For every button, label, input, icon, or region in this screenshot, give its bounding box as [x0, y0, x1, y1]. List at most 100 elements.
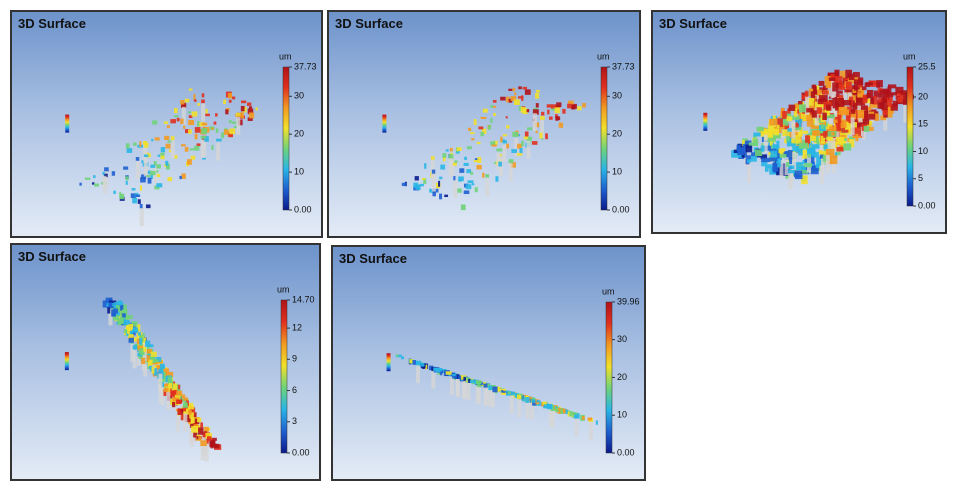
surface-wall	[190, 428, 195, 447]
surface-patch	[535, 103, 539, 108]
surface-patch	[752, 138, 759, 146]
surface-patch	[797, 100, 803, 105]
surface-patch	[454, 160, 458, 163]
surface-patch	[445, 371, 452, 375]
surface-patch	[493, 113, 496, 116]
surface-patch	[145, 340, 151, 347]
surface-patch	[753, 132, 761, 137]
surface-patch	[496, 148, 503, 152]
surface-patch	[198, 436, 202, 441]
surface-patch	[483, 383, 488, 389]
surface-patch	[179, 175, 182, 180]
colorbar-tick-label: 20	[294, 129, 304, 139]
surface-patch	[147, 177, 152, 184]
surface-patch	[200, 440, 207, 447]
colorbar-tick-label: 15	[918, 119, 928, 129]
surface-patch	[453, 176, 456, 182]
surface-patch	[428, 365, 434, 371]
surface-patch	[812, 84, 817, 94]
surface-patch	[160, 152, 165, 158]
surface-patch	[148, 359, 153, 366]
surface-patch	[424, 163, 427, 169]
surface-patch	[889, 92, 897, 96]
surface-patch	[806, 108, 814, 113]
surface-patch	[742, 144, 747, 153]
surface-patch	[769, 118, 778, 126]
surface-patch	[173, 155, 178, 159]
surface-patch	[140, 177, 146, 183]
surface-patch	[756, 126, 765, 132]
surface-wall	[143, 158, 148, 177]
surface-patch	[843, 143, 852, 151]
surface-patch	[439, 176, 443, 180]
surface-patch	[820, 124, 825, 129]
surface-patch	[201, 93, 205, 98]
surface-patch	[167, 177, 173, 182]
surface-patch	[567, 100, 574, 105]
surface-patch	[146, 174, 151, 178]
surface-patch	[169, 387, 172, 393]
surface-patch	[180, 394, 186, 399]
surface-patch	[795, 123, 799, 128]
surface-patch	[856, 122, 861, 129]
surface-patch	[139, 141, 142, 147]
surface-wall	[430, 160, 435, 179]
surface-patch	[108, 302, 113, 309]
surface-wall	[490, 389, 495, 408]
surface-patch	[555, 406, 558, 412]
surface-patch	[127, 329, 130, 334]
surface-patch	[760, 154, 768, 160]
surface-patch	[445, 149, 449, 152]
surface-wall	[788, 171, 793, 190]
colorbar-tick-label: 39.96	[617, 296, 640, 306]
surface-patch	[132, 197, 138, 204]
surface-patch	[480, 116, 487, 120]
surface-patch	[786, 161, 790, 167]
surface-patch	[188, 409, 192, 415]
surface-patch	[821, 90, 829, 95]
surface-patch	[737, 148, 745, 156]
surface-patch	[143, 154, 149, 158]
surface-patch	[880, 115, 887, 121]
surface-patch	[431, 169, 436, 175]
surface-patch	[163, 387, 169, 392]
surface-patch	[237, 119, 243, 126]
surface-patch	[532, 399, 537, 406]
surface-patch	[555, 114, 558, 119]
surface-patch	[847, 128, 852, 135]
surface-patch	[782, 129, 790, 137]
surface-patch	[512, 87, 516, 92]
surface-patch	[745, 144, 753, 153]
surface-patch	[248, 106, 253, 110]
surface-patch	[166, 163, 170, 170]
surface-wall	[449, 377, 454, 396]
surface-patch	[806, 97, 815, 107]
surface-patch	[862, 94, 868, 104]
surface-patch	[247, 108, 254, 115]
surface-patch	[852, 89, 857, 93]
surface-wall	[792, 151, 797, 170]
surface-patch	[216, 138, 222, 142]
surface-patch	[804, 90, 809, 97]
surface-patch	[514, 392, 519, 397]
surface-patch	[193, 93, 196, 100]
surface-patch	[232, 96, 236, 100]
surface-patch	[159, 363, 165, 370]
surface-patch	[180, 118, 184, 125]
surface-patch	[134, 344, 140, 349]
surface-patch	[156, 357, 162, 362]
surface-patch	[91, 182, 95, 185]
surface-patch	[818, 150, 823, 155]
surface-patch	[825, 148, 835, 158]
surface-patch	[151, 366, 155, 374]
surface-patch	[146, 344, 154, 348]
surface-patch	[514, 92, 517, 96]
surface-patch	[535, 92, 540, 99]
surface-patch	[783, 123, 790, 130]
surface-patch	[463, 162, 469, 166]
surface-patch	[814, 101, 824, 109]
surface-patch	[804, 163, 813, 168]
surface-patch	[865, 106, 872, 111]
